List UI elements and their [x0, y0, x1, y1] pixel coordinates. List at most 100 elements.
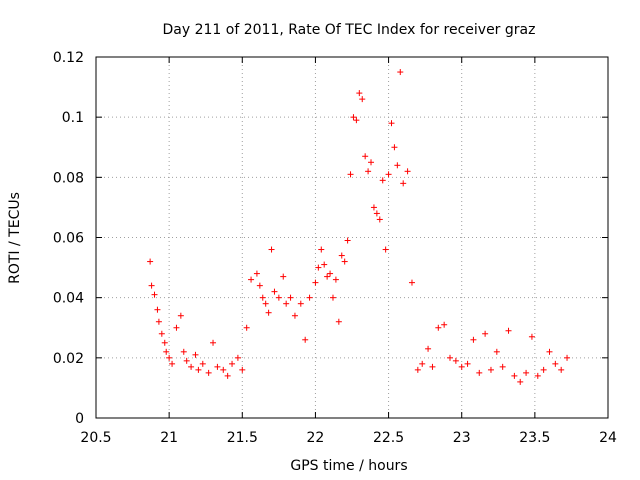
data-point: [321, 261, 328, 268]
data-point: [499, 363, 506, 370]
data-point: [388, 120, 395, 127]
data-point: [408, 279, 415, 286]
x-tick-label: 23.5: [519, 430, 550, 446]
data-point: [259, 294, 266, 301]
data-point: [400, 180, 407, 187]
data-point: [476, 369, 483, 376]
data-point: [382, 246, 389, 253]
data-point: [435, 324, 442, 331]
data-point: [253, 270, 260, 277]
data-point: [210, 339, 217, 346]
data-point: [268, 246, 275, 253]
data-point: [528, 333, 535, 340]
data-point: [447, 354, 454, 361]
data-points: [147, 69, 571, 385]
data-point: [275, 294, 282, 301]
data-point: [173, 324, 180, 331]
data-point: [347, 171, 354, 178]
data-point: [280, 273, 287, 280]
data-point: [350, 114, 357, 121]
data-point: [368, 159, 375, 166]
data-point: [229, 360, 236, 367]
x-tick-label: 23: [453, 430, 471, 446]
data-point: [397, 69, 404, 76]
data-point: [324, 273, 331, 280]
data-point: [205, 369, 212, 376]
chart-title: Day 211 of 2011, Rate Of TEC Index for r…: [163, 22, 536, 38]
data-point: [291, 312, 298, 319]
data-point: [248, 276, 255, 283]
data-point: [404, 168, 411, 175]
data-point: [511, 372, 518, 379]
data-point: [195, 366, 202, 373]
data-point: [385, 171, 392, 178]
data-point: [394, 162, 401, 169]
data-point: [482, 330, 489, 337]
data-point: [429, 363, 436, 370]
data-point: [155, 318, 162, 325]
x-tick-label: 21.5: [227, 430, 258, 446]
data-point: [214, 363, 221, 370]
data-point: [183, 357, 190, 364]
x-axis-label: GPS time / hours: [290, 458, 407, 474]
x-tick-label: 22: [307, 430, 325, 446]
data-point: [239, 366, 246, 373]
data-point: [425, 345, 432, 352]
data-point: [458, 363, 465, 370]
data-point: [419, 360, 426, 367]
data-point: [464, 360, 471, 367]
data-point: [287, 294, 294, 301]
data-point: [359, 96, 366, 103]
data-point: [147, 258, 154, 265]
data-point: [487, 366, 494, 373]
y-tick-label: 0: [75, 411, 84, 427]
data-point: [297, 300, 304, 307]
data-point: [353, 117, 360, 124]
x-tick-label: 24: [599, 430, 617, 446]
data-point: [470, 336, 477, 343]
data-point: [517, 378, 524, 385]
data-point: [220, 366, 227, 373]
data-point: [312, 279, 319, 286]
data-point: [161, 339, 168, 346]
x-tick-label: 20.5: [80, 430, 111, 446]
x-tick-label: 22.5: [373, 430, 404, 446]
data-point: [379, 177, 386, 184]
data-point: [306, 294, 313, 301]
y-tick-label: 0.1: [62, 110, 84, 126]
data-point: [441, 321, 448, 328]
data-point: [163, 348, 170, 355]
data-point: [414, 366, 421, 373]
data-point: [158, 330, 165, 337]
data-point: [540, 366, 547, 373]
data-point: [151, 291, 158, 298]
data-point: [356, 90, 363, 97]
data-point: [148, 282, 155, 289]
grid-lines: [96, 57, 608, 418]
x-tick-label: 21: [160, 430, 178, 446]
data-point: [564, 354, 571, 361]
data-point: [271, 288, 278, 295]
data-point: [318, 246, 325, 253]
data-point: [523, 369, 530, 376]
data-point: [329, 294, 336, 301]
data-point: [199, 360, 206, 367]
data-point: [169, 360, 176, 367]
y-axis-ticks: 0 0.02 0.04 0.06 0.08 0.1 0.12: [53, 50, 608, 427]
data-point: [166, 354, 173, 361]
data-point: [188, 363, 195, 370]
data-point: [335, 318, 342, 325]
data-point: [315, 264, 322, 271]
data-point: [332, 276, 339, 283]
data-point: [177, 312, 184, 319]
x-axis-ticks: 20.5 21 21.5 22 22.5 23 23.5 24: [80, 57, 617, 446]
data-point: [302, 336, 309, 343]
data-point: [338, 252, 345, 259]
data-point: [493, 348, 500, 355]
data-point: [344, 237, 351, 244]
y-tick-label: 0.12: [53, 50, 84, 66]
data-point: [370, 204, 377, 211]
data-point: [558, 366, 565, 373]
data-point: [376, 216, 383, 223]
